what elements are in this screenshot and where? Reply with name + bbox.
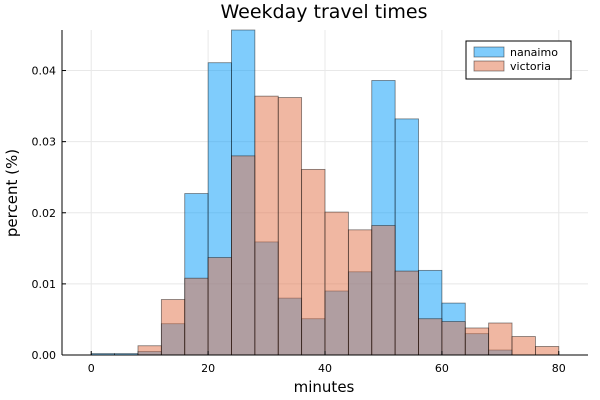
chart-title: Weekday travel times xyxy=(220,1,427,23)
x-tick-label: 60 xyxy=(435,362,449,375)
x-axis-label: minutes xyxy=(294,378,355,396)
bar-victoria xyxy=(441,321,466,356)
y-axis-label: percent (%) xyxy=(3,149,21,237)
y-tick-label: 0.04 xyxy=(32,65,57,78)
y-tick-label: 0.02 xyxy=(32,207,57,220)
bar-victoria xyxy=(137,345,162,356)
bar-victoria xyxy=(535,346,560,356)
bar-victoria xyxy=(511,336,536,356)
x-tick-label: 0 xyxy=(88,362,95,375)
bar-victoria xyxy=(277,97,303,356)
bar-victoria xyxy=(394,270,419,356)
y-tick-label: 0.00 xyxy=(32,349,57,362)
bar-victoria xyxy=(418,318,443,356)
x-tick-label: 40 xyxy=(318,362,332,375)
bar-victoria xyxy=(347,229,373,356)
x-tick-label: 80 xyxy=(552,362,566,375)
legend-swatch-victoria xyxy=(473,60,505,72)
legend-label-nanaimo: nanaimo xyxy=(510,46,558,59)
x-tick-label: 20 xyxy=(201,362,215,375)
bar-victoria xyxy=(371,225,396,356)
legend-swatch-nanaimo xyxy=(473,46,505,58)
y-tick-label: 0.03 xyxy=(32,136,57,149)
legend-label-victoria: victoria xyxy=(510,60,551,73)
bar-victoria xyxy=(160,299,186,356)
bar-victoria xyxy=(231,155,256,356)
ticks: 0 20 40 60 80 0.00 0.01 0.02 0.03 0.04 xyxy=(32,65,566,375)
bar-victoria xyxy=(301,168,326,356)
bar-victoria xyxy=(207,257,232,356)
bar-victoria xyxy=(488,322,513,356)
bar-victoria xyxy=(324,211,349,356)
y-tick-label: 0.01 xyxy=(32,278,57,291)
bar-victoria xyxy=(184,277,209,356)
bar-victoria xyxy=(464,327,490,356)
series-victoria xyxy=(137,95,560,356)
bar-victoria xyxy=(254,95,279,356)
